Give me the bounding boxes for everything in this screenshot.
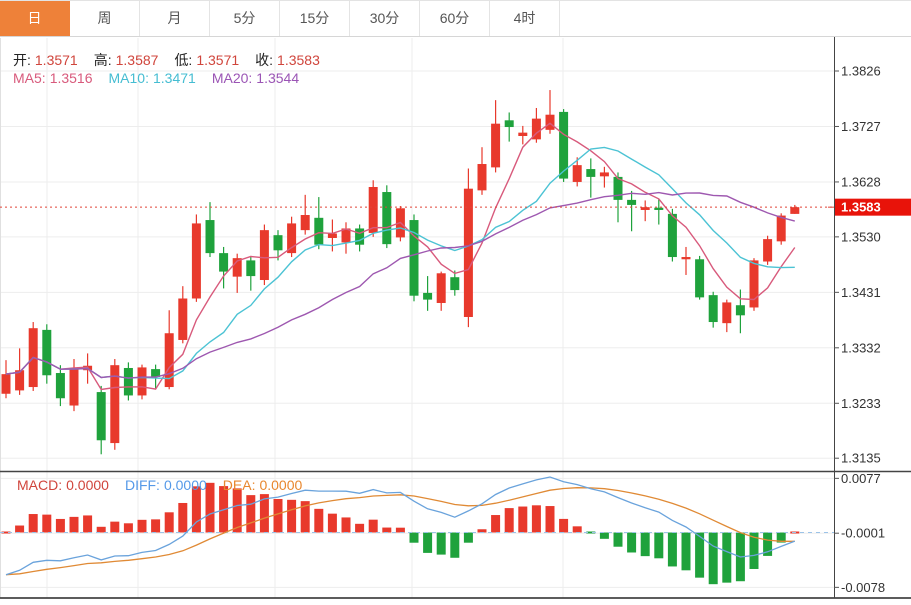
- gridlines: [0, 38, 834, 598]
- svg-text:1.3332: 1.3332: [841, 340, 881, 355]
- dea-line: [5, 487, 795, 576]
- svg-text:1.3826: 1.3826: [841, 64, 881, 79]
- dea-line: [5, 487, 795, 576]
- svg-text:1.3628: 1.3628: [841, 174, 881, 189]
- timeframe-tab-4[interactable]: 15分: [280, 1, 350, 36]
- diff-line: [5, 476, 796, 576]
- svg-text:-0.0078: -0.0078: [841, 580, 885, 595]
- ma5-line: [5, 122, 796, 391]
- timeframe-tab-6[interactable]: 60分: [420, 1, 490, 36]
- timeframe-tab-3[interactable]: 5分: [210, 1, 280, 36]
- timeframe-tab-5[interactable]: 30分: [350, 1, 420, 36]
- ma20-line: [5, 191, 795, 379]
- svg-text:1.3431: 1.3431: [841, 285, 881, 300]
- last-price-badge: 1.3583: [828, 198, 911, 216]
- diff-line: [5, 476, 796, 576]
- timeframe-tab-0[interactable]: 日: [0, 1, 70, 36]
- timeframe-tab-1[interactable]: 周: [70, 1, 140, 36]
- candles-series: [1, 90, 800, 455]
- svg-text:-0.0001: -0.0001: [841, 526, 885, 541]
- timeframe-tab-7[interactable]: 4时: [490, 1, 560, 36]
- svg-text:0.0077: 0.0077: [841, 471, 881, 486]
- ma20-line: [5, 191, 795, 379]
- timeframe-tabbar: 日周月 5分 15分 30分 60分 4时: [0, 0, 911, 37]
- price-axis: 1.3826 1.3727 1.3628 1.3530 1.3431 1.3332 1.32…: [834, 64, 885, 595]
- macd-histogram: [1, 482, 800, 585]
- chart-frame: [0, 37, 911, 599]
- svg-text:1.3530: 1.3530: [841, 229, 881, 244]
- svg-text:1.3233: 1.3233: [841, 396, 881, 411]
- timeframe-tab-2[interactable]: 月: [140, 1, 210, 36]
- svg-text:1.3727: 1.3727: [841, 119, 881, 134]
- svg-text:1.3135: 1.3135: [841, 451, 881, 466]
- ma5-line: [5, 122, 796, 391]
- svg-text:1.3583: 1.3583: [841, 200, 881, 215]
